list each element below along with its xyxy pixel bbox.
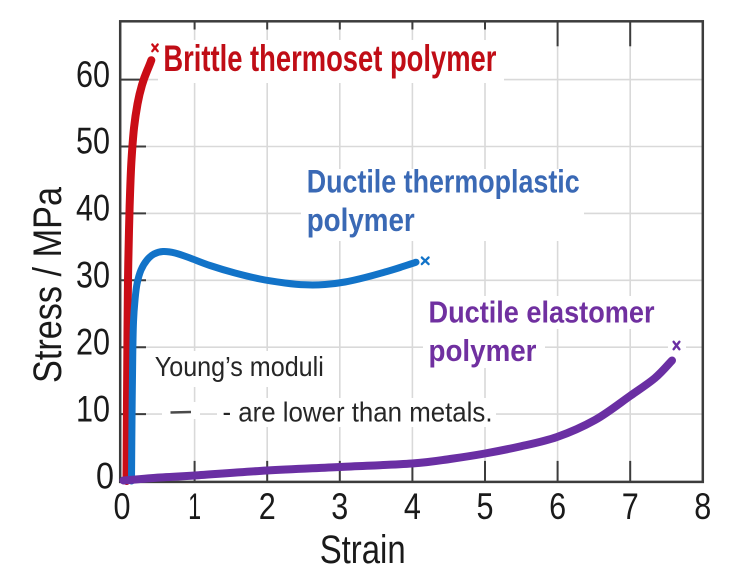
svg-text:0: 0 bbox=[114, 486, 131, 527]
svg-text:5: 5 bbox=[477, 486, 494, 527]
svg-text:40: 40 bbox=[76, 188, 110, 229]
svg-text:Brittle thermoset polymer: Brittle thermoset polymer bbox=[163, 38, 496, 79]
svg-text:50: 50 bbox=[76, 121, 110, 162]
svg-text:Young’s moduli: Young’s moduli bbox=[155, 351, 324, 382]
svg-text:Strain: Strain bbox=[320, 528, 406, 571]
svg-text:polymer: polymer bbox=[429, 333, 537, 368]
svg-text:- are lower than metals.: - are lower than metals. bbox=[223, 397, 493, 428]
svg-text:7: 7 bbox=[622, 486, 639, 527]
svg-text:30: 30 bbox=[76, 255, 110, 296]
svg-text:3: 3 bbox=[331, 486, 348, 527]
svg-text:6: 6 bbox=[549, 486, 566, 527]
svg-text:20: 20 bbox=[76, 321, 110, 362]
svg-text:0: 0 bbox=[96, 455, 114, 496]
svg-text:Ductile thermoplastic: Ductile thermoplastic bbox=[307, 164, 580, 200]
svg-text:10: 10 bbox=[76, 388, 110, 429]
svg-text:4: 4 bbox=[404, 486, 421, 527]
svg-text:polymer: polymer bbox=[307, 202, 415, 238]
svg-text:Stress / MPa: Stress / MPa bbox=[26, 186, 70, 383]
svg-text:Ductile elastomer: Ductile elastomer bbox=[429, 295, 655, 330]
svg-text:2: 2 bbox=[259, 486, 276, 527]
svg-text:1: 1 bbox=[188, 486, 201, 527]
svg-text:8: 8 bbox=[694, 486, 711, 527]
svg-text:60: 60 bbox=[76, 54, 110, 95]
